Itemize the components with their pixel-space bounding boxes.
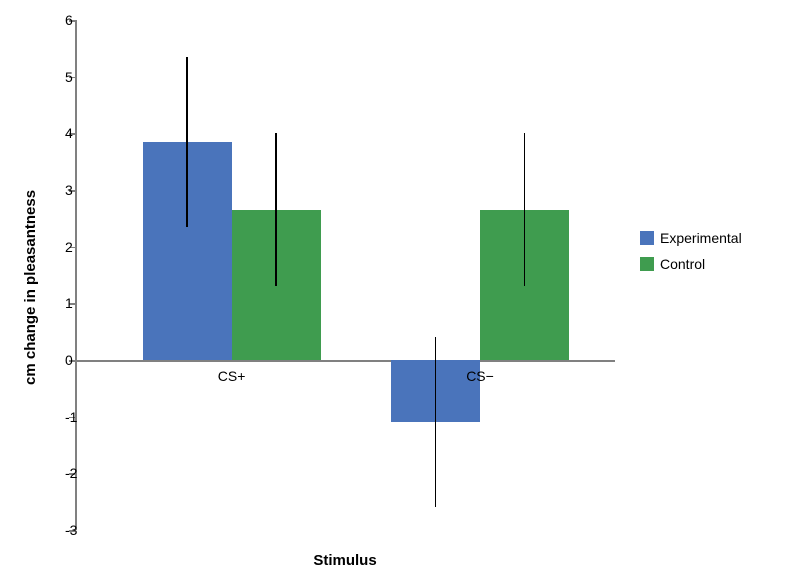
- error-bar: [275, 133, 277, 286]
- x-category-label: CS+: [218, 368, 246, 384]
- legend: Experimental Control: [640, 230, 742, 282]
- x-axis-line: [75, 360, 615, 362]
- legend-swatch-experimental: [640, 231, 654, 245]
- x-axis-title: Stimulus: [313, 552, 376, 569]
- legend-swatch-control: [640, 257, 654, 271]
- legend-label-control: Control: [660, 256, 705, 272]
- y-axis-title: cm change in pleasantness: [22, 190, 39, 385]
- bar-chart: cm change in pleasantness Stimulus Exper…: [0, 0, 798, 585]
- legend-label-experimental: Experimental: [660, 230, 742, 246]
- plot-area: [75, 20, 615, 530]
- error-bar: [524, 133, 526, 286]
- error-bar: [186, 57, 188, 227]
- legend-item-experimental: Experimental: [640, 230, 742, 246]
- y-axis-line: [75, 20, 77, 530]
- x-category-label: CS−: [466, 368, 494, 384]
- legend-item-control: Control: [640, 256, 742, 272]
- error-bar: [435, 337, 437, 507]
